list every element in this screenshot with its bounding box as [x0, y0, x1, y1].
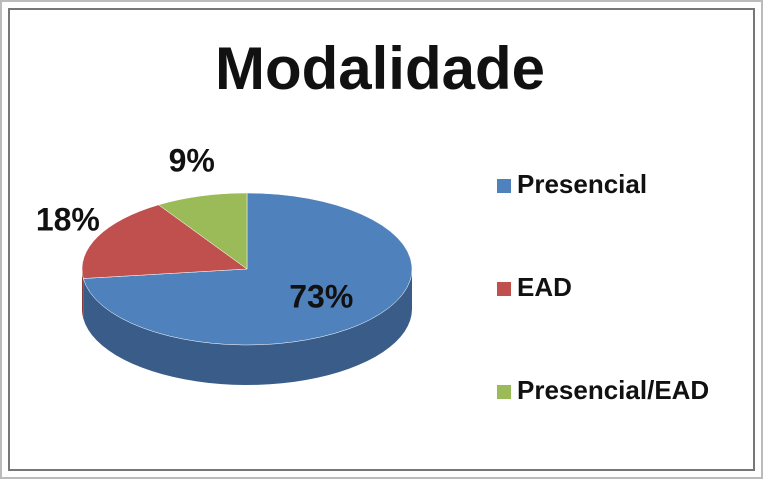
- legend-label: EAD: [517, 272, 572, 302]
- data-label: 73%: [289, 279, 353, 315]
- legend-swatch: [497, 385, 511, 399]
- legend-label: Presencial: [517, 169, 647, 199]
- data-label: 9%: [169, 143, 215, 179]
- pie-slice: [158, 192, 248, 270]
- legend-swatch: [497, 282, 511, 296]
- data-label: 18%: [36, 202, 100, 238]
- pie-slice-side: [82, 269, 84, 319]
- legend-label: Presencial/EAD: [517, 375, 709, 405]
- legend-swatch: [497, 179, 511, 193]
- chart-title: Modalidade: [215, 35, 545, 102]
- pie-slice: [81, 204, 248, 279]
- pie-slice: [82, 192, 413, 346]
- pie-slice-side: [83, 269, 412, 385]
